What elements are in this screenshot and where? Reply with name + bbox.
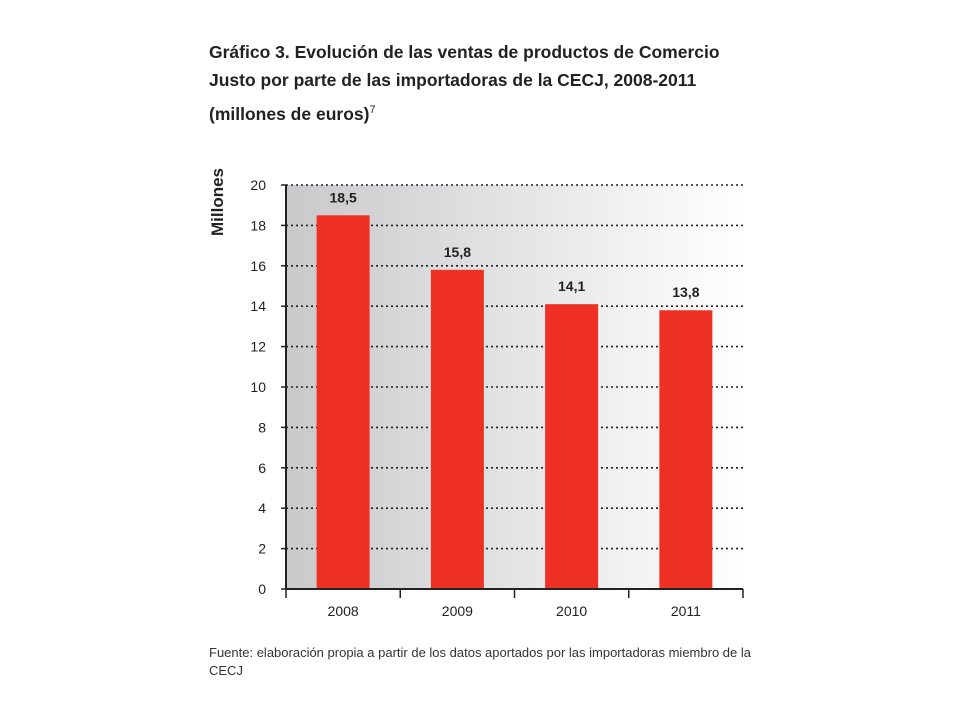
y-tick-label: 18 [250,217,266,233]
y-tick-label: 8 [258,419,266,435]
x-tick-label: 2008 [328,603,359,619]
y-tick-label: 12 [250,339,266,355]
bar [316,215,370,590]
data-label: 14,1 [558,278,585,294]
y-tick-label: 14 [250,298,266,314]
y-tick-label: 16 [250,258,266,274]
y-tick-label: 10 [250,379,266,395]
data-label: 15,8 [444,244,471,260]
x-tick-label: 2011 [671,603,701,619]
y-tick-label: 20 [250,177,266,193]
y-tick-label: 0 [258,581,266,597]
footnote-mark: 7 [369,104,376,117]
subtitle-text: (millones de euros) [209,104,370,124]
data-label: 13,8 [672,284,699,300]
x-tick-label: 2010 [556,603,587,619]
bar [659,310,713,589]
x-tick-label: 2009 [442,603,473,619]
chart-title: Gráfico 3. Evolución de las ventas de pr… [209,42,720,90]
y-tick-label: 6 [258,460,266,476]
bar [430,269,484,589]
y-tick-label: 2 [258,541,266,557]
bar [545,304,599,589]
y-axis-title: Millones [208,168,227,236]
source-note: Fuente: elaboración propia a partir de l… [209,645,751,678]
data-label: 18,5 [330,189,357,205]
y-tick-label: 4 [258,500,266,516]
chart-subtitle: (millones de euros)7 [209,104,376,125]
